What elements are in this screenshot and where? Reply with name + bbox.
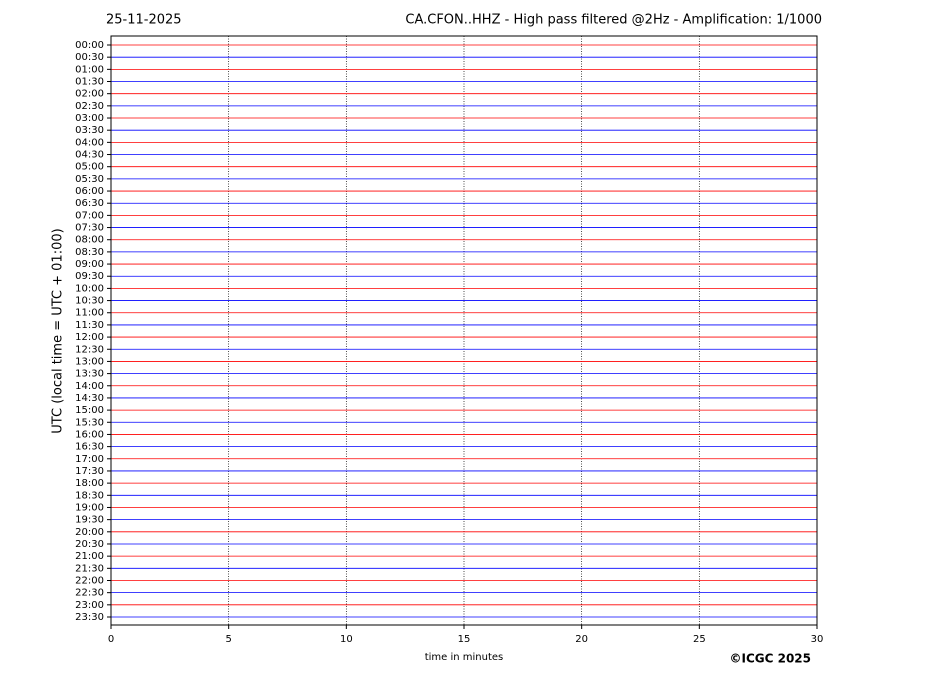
y-tick-label: 09:00 [75, 259, 104, 270]
x-tick-label: 25 [693, 634, 706, 645]
x-tick-label: 20 [575, 634, 588, 645]
y-tick-label: 18:30 [75, 490, 104, 501]
y-tick-label: 23:00 [75, 600, 104, 611]
y-tick-label: 21:30 [75, 563, 104, 574]
y-tick-label: 20:00 [75, 527, 104, 538]
y-tick-label: 22:30 [75, 588, 104, 599]
y-tick-label: 15:30 [75, 417, 104, 428]
y-tick-label: 04:00 [75, 137, 104, 148]
x-tick-label: 0 [108, 634, 114, 645]
y-tick-label: 21:00 [75, 551, 104, 562]
y-tick-label: 01:30 [75, 77, 104, 88]
y-tick-label: 02:30 [75, 101, 104, 112]
y-tick-label: 07:00 [75, 210, 104, 221]
plot-frame [110, 35, 818, 626]
y-tick-label: 12:00 [75, 332, 104, 343]
y-tick-label: 20:30 [75, 539, 104, 550]
y-tick-label: 10:00 [75, 283, 104, 294]
x-tick-label: 15 [458, 634, 471, 645]
y-tick-label: 13:30 [75, 369, 104, 380]
x-tick-label: 10 [340, 634, 353, 645]
y-tick-label: 06:00 [75, 186, 104, 197]
y-tick-label: 23:30 [75, 612, 104, 623]
y-tick-label: 22:00 [75, 575, 104, 586]
y-tick-label: 00:30 [75, 52, 104, 63]
x-axis-label: time in minutes [425, 652, 504, 663]
y-tick-label: 17:00 [75, 454, 104, 465]
y-tick-label: 03:00 [75, 113, 104, 124]
y-tick-label: 14:30 [75, 393, 104, 404]
y-tick-label: 09:30 [75, 271, 104, 282]
y-tick-label: 19:30 [75, 515, 104, 526]
y-tick-label: 11:30 [75, 320, 104, 331]
y-tick-label: 13:00 [75, 356, 104, 367]
y-tick-label: 08:00 [75, 235, 104, 246]
copyright: ©ICGC 2025 [729, 652, 811, 666]
y-tick-label: 17:30 [75, 466, 104, 477]
y-tick-label: 16:30 [75, 442, 104, 453]
y-tick-label: 04:30 [75, 150, 104, 161]
y-tick-label: 12:30 [75, 344, 104, 355]
y-tick-label: 01:00 [75, 64, 104, 75]
y-tick-label: 08:30 [75, 247, 104, 258]
y-tick-label: 05:00 [75, 162, 104, 173]
y-tick-label: 02:00 [75, 89, 104, 100]
y-tick-label: 16:00 [75, 429, 104, 440]
y-tick-label: 07:30 [75, 223, 104, 234]
y-tick-label: 14:00 [75, 381, 104, 392]
y-tick-label: 03:30 [75, 125, 104, 136]
chart-title: CA.CFON..HHZ - High pass filtered @2Hz -… [405, 13, 822, 28]
y-tick-label: 11:00 [75, 308, 104, 319]
x-tick-label: 30 [811, 634, 824, 645]
y-tick-label: 06:30 [75, 198, 104, 209]
y-tick-label: 05:30 [75, 174, 104, 185]
y-tick-label: 15:00 [75, 405, 104, 416]
x-tick-label: 5 [225, 634, 231, 645]
y-axis-label: UTC (local time = UTC + 01:00) [51, 228, 66, 433]
date: 25-11-2025 [106, 13, 182, 28]
y-tick-label: 19:00 [75, 502, 104, 513]
y-tick-label: 10:30 [75, 296, 104, 307]
y-tick-label: 18:00 [75, 478, 104, 489]
y-tick-label: 00:00 [75, 40, 104, 51]
